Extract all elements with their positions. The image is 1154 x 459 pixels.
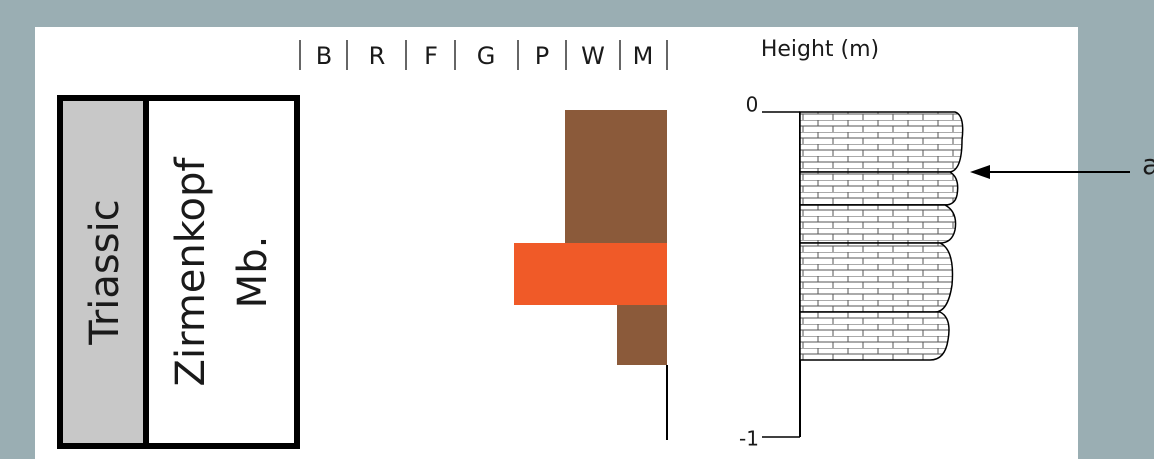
member-label: Zirmenkopf [168, 157, 214, 387]
lithology [800, 112, 963, 360]
figure: B R F G P W M Triassic Zirmenkopf Mb. He… [0, 0, 1154, 459]
period-label: Triassic [82, 199, 128, 345]
column-header: F [424, 42, 438, 70]
column-header: G [477, 42, 496, 70]
annotation: a [1142, 148, 1154, 181]
column-header: M [633, 42, 654, 70]
column-header: W [581, 42, 605, 70]
tick-label: 0 [746, 93, 759, 117]
column-header: P [535, 42, 549, 70]
member-label: Mb. [230, 236, 276, 309]
axis-label: Height (m) [761, 37, 879, 62]
texture-bar [617, 305, 667, 365]
tick-label: -1 [739, 427, 759, 451]
column-header: B [316, 42, 332, 70]
texture-bar [514, 243, 667, 305]
texture-bar [565, 110, 667, 245]
column-header: R [369, 42, 386, 70]
